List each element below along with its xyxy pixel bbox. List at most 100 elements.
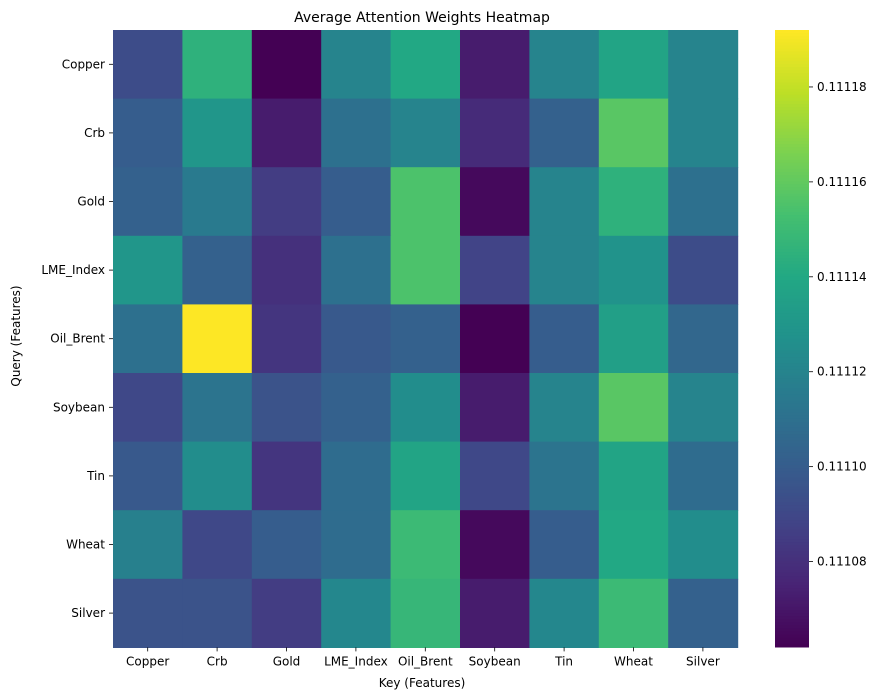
colorbar-segment bbox=[775, 153, 809, 157]
heatmap-cell bbox=[113, 441, 183, 511]
colorbar-segment bbox=[775, 82, 809, 87]
colorbar-segment bbox=[775, 171, 809, 176]
colorbar-segment bbox=[775, 576, 809, 580]
colorbar-segment bbox=[775, 63, 809, 68]
colorbar-segment bbox=[775, 344, 809, 349]
heatmap-cell bbox=[598, 373, 669, 443]
colorbar-segment bbox=[775, 36, 809, 40]
colorbar-segment bbox=[775, 326, 809, 330]
heatmap-cell bbox=[321, 510, 392, 580]
colorbar-segment bbox=[775, 125, 809, 130]
colorbar-segment bbox=[775, 249, 809, 253]
heatmap-cell bbox=[529, 30, 600, 100]
heatmap-cell bbox=[251, 167, 322, 237]
colorbar-segment bbox=[775, 480, 809, 484]
colorbar-segment bbox=[775, 178, 809, 182]
colorbar-segment bbox=[775, 529, 809, 534]
colorbar-segment bbox=[775, 181, 809, 185]
heatmap-cells bbox=[113, 30, 739, 648]
colorbar-segment bbox=[775, 255, 809, 259]
colorbar-segment bbox=[775, 363, 809, 367]
x-tick-label: Gold bbox=[273, 654, 301, 668]
colorbar-segment bbox=[775, 116, 809, 120]
colorbar-segment bbox=[775, 196, 809, 201]
x-tick-label: Silver bbox=[686, 654, 720, 668]
colorbar-segment bbox=[775, 168, 809, 173]
heatmap-cell bbox=[390, 304, 461, 374]
colorbar bbox=[775, 30, 809, 648]
colorbar-segment bbox=[775, 597, 809, 602]
heatmap-cell bbox=[460, 30, 530, 100]
heatmap-cell bbox=[598, 510, 669, 580]
colorbar-segment bbox=[775, 162, 809, 167]
colorbar-segment bbox=[775, 443, 809, 447]
colorbar-segment bbox=[775, 514, 809, 518]
heatmap-cell bbox=[182, 98, 253, 168]
colorbar-segment bbox=[775, 319, 809, 324]
colorbar-segment bbox=[775, 381, 809, 386]
y-tick-label: Soybean bbox=[53, 400, 105, 414]
colorbar-segment bbox=[775, 372, 809, 377]
colorbar-segment bbox=[775, 643, 809, 648]
colorbar-segment bbox=[775, 150, 809, 154]
colorbar-segment bbox=[775, 458, 809, 463]
colorbar-segment bbox=[775, 412, 809, 417]
colorbar-segment bbox=[775, 224, 809, 228]
heatmap-cell bbox=[182, 373, 253, 443]
colorbar-segment bbox=[775, 542, 809, 546]
colorbar-segment bbox=[775, 187, 809, 191]
y-tick-label: Crb bbox=[84, 126, 105, 140]
colorbar-segment bbox=[775, 369, 809, 373]
colorbar-segment bbox=[775, 505, 809, 509]
colorbar-segment bbox=[775, 526, 809, 531]
colorbar-segment bbox=[775, 582, 809, 586]
heatmap-cell bbox=[390, 441, 461, 511]
heatmap-cell bbox=[529, 98, 600, 168]
colorbar-segment bbox=[775, 76, 809, 80]
colorbar-segment bbox=[775, 221, 809, 225]
colorbar-segment bbox=[775, 384, 809, 389]
colorbar-segment bbox=[775, 286, 809, 290]
colorbar-segment bbox=[775, 421, 809, 426]
colorbar-segment bbox=[775, 366, 809, 370]
heatmap-cell bbox=[529, 235, 600, 305]
y-tick-label: Silver bbox=[71, 606, 105, 620]
colorbar-segment bbox=[775, 616, 809, 620]
colorbar-segment bbox=[775, 199, 809, 204]
colorbar-segment bbox=[775, 545, 809, 549]
colorbar-segment bbox=[775, 252, 809, 256]
colorbar-segment bbox=[775, 332, 809, 336]
colorbar-segment bbox=[775, 51, 809, 56]
heatmap-cell bbox=[251, 373, 322, 443]
x-axis-label: Key (Features) bbox=[379, 676, 466, 690]
heatmap-cell bbox=[668, 30, 739, 100]
colorbar-segment bbox=[775, 452, 809, 457]
x-tick-label: Crb bbox=[207, 654, 228, 668]
colorbar-segment bbox=[775, 572, 809, 577]
colorbar-segment bbox=[775, 483, 809, 488]
colorbar-segment bbox=[775, 619, 809, 623]
colorbar-segment bbox=[775, 502, 809, 506]
colorbar-segment bbox=[775, 97, 809, 102]
heatmap-cell bbox=[182, 167, 253, 237]
heatmap-cell bbox=[668, 441, 739, 511]
heatmap-cell bbox=[460, 167, 530, 237]
colorbar-segment bbox=[775, 39, 809, 43]
colorbar-segment bbox=[775, 261, 809, 265]
heatmap-cell bbox=[390, 167, 461, 237]
colorbar-segment bbox=[775, 464, 809, 469]
colorbar-segment bbox=[775, 560, 809, 565]
colorbar-segment bbox=[775, 551, 809, 555]
colorbar-segment bbox=[775, 156, 809, 161]
heatmap-cell bbox=[668, 167, 739, 237]
heatmap-cell bbox=[460, 578, 530, 648]
heatmap-cell bbox=[598, 304, 669, 374]
colorbar-segment bbox=[775, 227, 809, 232]
colorbar-segment bbox=[775, 631, 809, 636]
colorbar-segment bbox=[775, 316, 809, 321]
colorbar-segment bbox=[775, 591, 809, 596]
colorbar-segment bbox=[775, 137, 809, 142]
colorbar-segment bbox=[775, 613, 809, 617]
colorbar-segment bbox=[775, 461, 809, 466]
colorbar-segment bbox=[775, 434, 809, 438]
